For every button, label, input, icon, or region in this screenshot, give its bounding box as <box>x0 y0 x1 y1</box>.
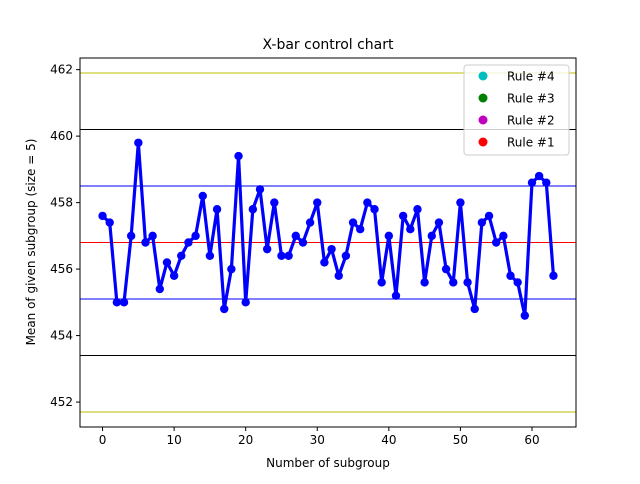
data-point <box>105 218 114 227</box>
data-point <box>234 151 243 161</box>
data-point <box>491 238 501 247</box>
data-point <box>141 238 150 247</box>
data-point <box>327 244 336 254</box>
data-point <box>241 298 250 307</box>
data-point <box>169 271 179 280</box>
data-point <box>520 311 530 320</box>
data-point <box>262 244 272 254</box>
data-point <box>305 218 315 227</box>
data-point <box>334 271 343 280</box>
data-point <box>463 278 472 287</box>
data-point <box>406 225 415 234</box>
x-tick-label: 0 <box>99 433 107 447</box>
data-point <box>98 211 107 221</box>
data-point <box>255 185 265 194</box>
data-point <box>506 271 515 280</box>
data-point <box>542 178 551 187</box>
x-axis-label: Number of subgroup <box>266 456 390 470</box>
legend: Rule #4 Rule #3 Rule #2 Rule #1 <box>463 64 570 156</box>
data-point <box>534 171 544 181</box>
data-point <box>527 178 537 187</box>
legend-label: Rule #2 <box>507 114 555 128</box>
data-point <box>205 251 215 260</box>
data-point <box>363 198 372 207</box>
legend-marker <box>478 93 488 103</box>
control-lines <box>80 72 576 413</box>
data-point <box>270 198 279 207</box>
legend-marker <box>478 137 488 147</box>
data-point <box>449 278 458 287</box>
data-point <box>248 205 258 214</box>
data-point <box>499 231 508 241</box>
data-point <box>370 205 379 214</box>
x-tick-label: 60 <box>524 433 539 447</box>
data-point <box>413 205 422 214</box>
data-point <box>284 251 293 260</box>
data-point <box>484 211 494 221</box>
x-axis: 0 10 20 30 40 50 60 <box>99 427 540 447</box>
data-point <box>434 218 444 227</box>
legend-box <box>463 64 570 156</box>
legend-label: Rule #1 <box>507 136 555 150</box>
data-point <box>320 258 329 267</box>
data-point <box>398 211 408 221</box>
data-point <box>177 251 186 260</box>
data-point <box>291 231 300 241</box>
y-tick-label: 458 <box>50 196 73 210</box>
data-point <box>112 298 122 307</box>
legend-marker <box>478 71 488 81</box>
series-layer <box>98 138 558 320</box>
plot-frame <box>79 57 577 428</box>
y-axis-label: Mean of given subgroup (size = 5) <box>24 139 38 346</box>
series-line <box>101 141 556 318</box>
data-point <box>549 271 558 280</box>
chart-title: X-bar control chart <box>263 37 395 53</box>
y-axis: 452 454 456 458 460 462 <box>50 63 80 409</box>
data-point <box>162 258 172 267</box>
data-point <box>348 218 358 227</box>
data-point <box>126 231 136 241</box>
y-tick-label: 456 <box>50 262 73 276</box>
data-point <box>148 231 157 241</box>
legend-label: Rule #3 <box>507 92 555 106</box>
data-point <box>391 291 401 300</box>
data-point <box>313 198 322 207</box>
data-point <box>341 251 351 260</box>
data-point <box>155 284 165 294</box>
data-point <box>377 278 386 287</box>
y-tick-label: 462 <box>50 63 73 77</box>
data-point <box>470 304 479 314</box>
y-tick-label: 454 <box>50 329 73 343</box>
x-tick-label: 10 <box>166 433 181 447</box>
data-point <box>220 304 229 314</box>
data-point <box>427 231 436 241</box>
y-tick-label: 452 <box>50 395 73 409</box>
data-point <box>134 138 143 147</box>
x-tick-label: 20 <box>238 433 253 447</box>
data-point <box>441 264 451 274</box>
data-point <box>420 278 429 287</box>
data-point <box>212 205 222 214</box>
data-point <box>184 238 193 247</box>
legend-marker <box>478 115 488 125</box>
data-point <box>198 191 207 201</box>
data-point <box>456 198 465 207</box>
x-tick-label: 40 <box>381 433 396 447</box>
data-point <box>227 264 236 274</box>
legend-label: Rule #4 <box>507 70 555 84</box>
y-tick-label: 460 <box>50 129 73 143</box>
data-point <box>356 225 365 234</box>
x-tick-label: 30 <box>310 433 325 447</box>
data-point <box>384 231 394 241</box>
data-point <box>513 278 522 287</box>
data-point <box>477 218 487 227</box>
data-point <box>119 298 129 307</box>
data-point <box>191 231 200 241</box>
x-tick-label: 50 <box>453 433 468 447</box>
data-point <box>298 238 308 247</box>
data-point <box>277 251 286 260</box>
